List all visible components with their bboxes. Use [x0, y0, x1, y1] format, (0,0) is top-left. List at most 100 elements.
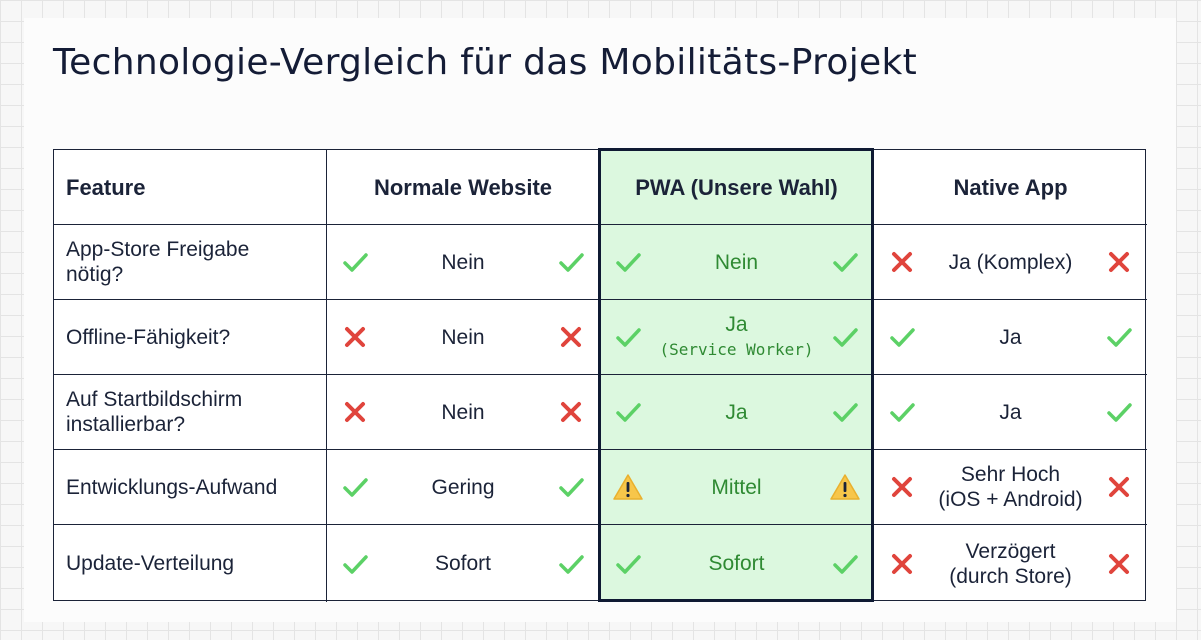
status-icon: [833, 328, 858, 347]
cell-text: Entwicklungs-Aufwand: [66, 475, 277, 500]
value-cell: Nein: [327, 375, 600, 450]
text-line: Sehr Hoch: [960, 463, 1061, 486]
status-icon: [343, 554, 368, 574]
text-line: Nein: [441, 325, 485, 349]
value-cell: Nein: [600, 225, 874, 300]
value-cell: Sehr Hoch (iOS + Android): [874, 450, 1147, 525]
text-line: Offline-Fähigkeit?: [66, 325, 231, 349]
status-icon: [1109, 252, 1129, 272]
status-icon: [892, 477, 912, 497]
text-line: (Service Worker): [659, 340, 814, 359]
header-cell: PWA (Unsere Wahl): [600, 150, 874, 225]
cell-text: Gering: [431, 475, 494, 500]
cell-text: Nein: [715, 250, 758, 275]
status-icon: [345, 402, 365, 422]
text-line: Entwicklungs-Aufwand: [66, 475, 278, 499]
status-icon: [1109, 553, 1129, 574]
feature-cell: App-Store Freigabe nötig?: [54, 225, 327, 300]
text-line: Mittel: [711, 475, 762, 499]
feature-cell: Offline-Fähigkeit?: [54, 300, 327, 375]
status-icon: [345, 327, 365, 347]
text-line: Sofort: [708, 552, 765, 575]
status-icon: [833, 554, 858, 574]
text-line: (iOS + Android): [938, 488, 1083, 511]
text-line: Nein: [441, 400, 485, 424]
value-cell: Ja (Komplex): [874, 225, 1147, 300]
cell-text: Ja (Komplex): [949, 250, 1073, 275]
page-title: Technologie-Vergleich für das Mobilitäts…: [53, 42, 918, 83]
status-icon: [616, 328, 641, 347]
status-icon: [561, 327, 581, 347]
text-line: Nein: [714, 250, 759, 274]
status-icon: [830, 474, 860, 500]
cell-text: Nein: [441, 250, 484, 275]
text-line: App-Store Freigabe: [66, 238, 250, 261]
text-line: Ja (Komplex): [948, 250, 1073, 274]
cell-text: Auf Startbildschirm installierbar?: [66, 387, 242, 437]
feature-cell: Auf Startbildschirm installierbar?: [54, 375, 327, 450]
text-line: installierbar?: [66, 413, 186, 436]
feature-cell: Entwicklungs-Aufwand: [54, 450, 327, 525]
status-icon: [343, 253, 368, 272]
cell-text: Offline-Fähigkeit?: [66, 325, 230, 350]
text-line: (durch Store): [949, 564, 1072, 588]
status-icon: [833, 403, 858, 422]
value-cell: Ja (Service Worker): [600, 300, 874, 375]
value-cell: Nein: [327, 300, 600, 375]
status-icon: [343, 478, 368, 497]
value-cell: Sofort: [600, 525, 874, 602]
value-cell: Verzögert (durch Store): [874, 525, 1147, 602]
value-cell: Mittel: [600, 450, 874, 525]
cell-text: Verzögert (durch Store): [949, 539, 1072, 589]
text-line: Sofort: [434, 552, 492, 575]
value-cell: Nein: [327, 225, 600, 300]
text-line: Ja: [725, 400, 748, 424]
status-icon: [559, 253, 584, 272]
text-line: Auf Startbildschirm: [66, 388, 243, 411]
status-icon: [616, 253, 641, 272]
value-cell: Ja: [600, 375, 874, 450]
text-line: nötig?: [66, 263, 124, 286]
cell-text: Ja: [999, 400, 1021, 425]
header-text: Feature: [66, 174, 146, 200]
text-line: Update-Verteilung: [66, 552, 235, 575]
status-icon: [559, 554, 584, 574]
status-icon: [892, 553, 912, 574]
status-icon: [1109, 477, 1129, 497]
cell-text: App-Store Freigabe nötig?: [66, 237, 249, 287]
status-icon: [890, 403, 915, 422]
cell-text: Sehr Hoch (iOS + Android): [938, 462, 1082, 512]
text-line: Verzögert: [965, 539, 1056, 563]
value-cell: Sofort: [327, 525, 600, 602]
text-line: Ja: [725, 313, 748, 336]
text-line: Ja: [999, 325, 1022, 349]
status-icon: [833, 253, 858, 272]
value-cell: Ja: [874, 375, 1147, 450]
cell-text: Ja (Service Worker): [659, 312, 813, 362]
header-text: Normale Website: [373, 174, 553, 200]
status-icon: [616, 403, 641, 422]
header-cell: Native App: [874, 150, 1147, 225]
header-cell: Normale Website: [327, 150, 600, 225]
status-icon: [613, 474, 643, 500]
feature-cell: Update-Verteilung: [54, 525, 327, 602]
value-cell: Gering: [327, 450, 600, 525]
header-text: PWA (Unsere Wahl): [635, 174, 838, 200]
cell-text: Sofort: [435, 551, 491, 576]
comparison-table: Feature Normale Website PWA (Unsere Wahl) N…: [53, 149, 1147, 602]
text-line: Nein: [441, 250, 485, 274]
value-cell: Ja: [874, 300, 1147, 375]
cell-text: Nein: [441, 400, 484, 425]
cell-text: Ja: [725, 400, 747, 425]
cell-text: Sofort: [708, 551, 764, 576]
cell-text: Ja: [999, 325, 1021, 350]
text-line: Ja: [999, 400, 1022, 424]
cell-text: Mittel: [711, 475, 761, 500]
text-line: Gering: [431, 475, 495, 499]
status-icon: [890, 328, 915, 347]
cell-text: Nein: [441, 325, 484, 350]
status-icon: [1107, 403, 1132, 422]
status-icon: [559, 478, 584, 497]
status-icon: [561, 402, 581, 422]
